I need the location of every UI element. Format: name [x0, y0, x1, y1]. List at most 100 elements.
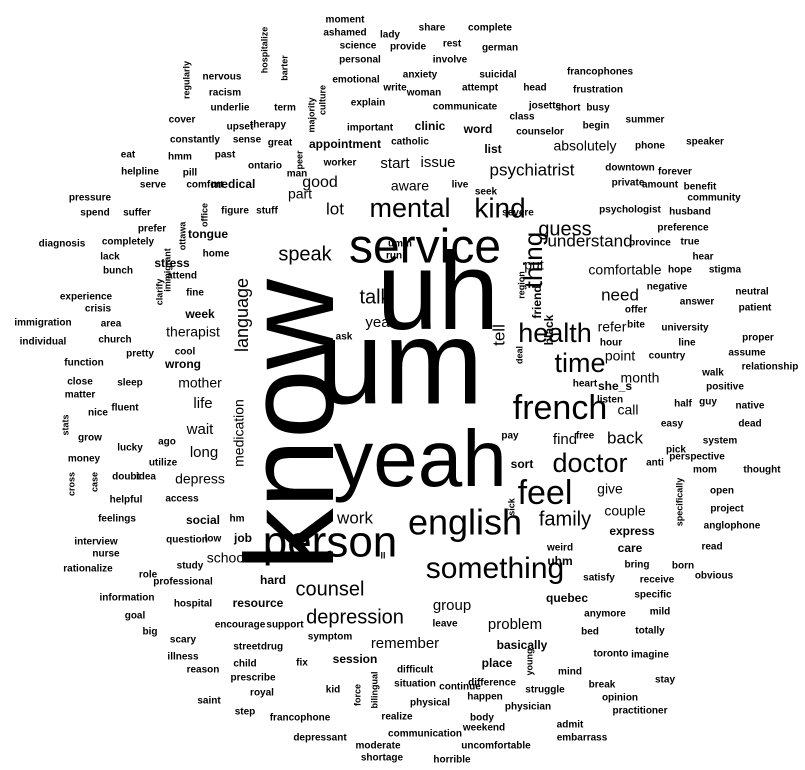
word: perspective: [669, 452, 725, 463]
word: anglophone: [704, 521, 761, 532]
word: suffer: [123, 208, 151, 219]
word: comfortable: [588, 262, 661, 278]
word: english: [408, 502, 522, 543]
word: royal: [250, 688, 274, 699]
word: anxiety: [403, 70, 438, 81]
word: professional: [153, 577, 213, 588]
word: head: [523, 83, 546, 94]
word: umm: [388, 239, 412, 250]
word: summer: [626, 115, 665, 126]
word: therapy: [250, 120, 287, 131]
word: know: [221, 278, 360, 571]
word: busy: [586, 103, 610, 114]
word: sort: [511, 457, 534, 471]
word: situation: [394, 679, 436, 690]
word: back: [607, 428, 643, 447]
word: heart: [573, 379, 598, 390]
word: frustration: [573, 85, 623, 96]
word: totally: [635, 626, 665, 637]
word: lucky: [117, 443, 143, 454]
word: illness: [167, 652, 199, 663]
word: remember: [371, 635, 439, 652]
word: practitioner: [612, 706, 667, 717]
word: thought: [743, 465, 781, 476]
word: stay: [655, 675, 675, 686]
word: spend: [80, 208, 109, 219]
word: bunch: [103, 266, 133, 277]
word: mild: [650, 607, 671, 618]
word: obvious: [695, 571, 734, 582]
word: helpline: [121, 167, 159, 178]
word: stats: [60, 414, 70, 435]
word: doctor: [552, 448, 627, 478]
word: depression: [306, 606, 404, 628]
word: husband: [669, 207, 711, 218]
word: hm: [230, 514, 245, 525]
word: class: [509, 112, 534, 123]
word: nervous: [203, 72, 242, 83]
word: ll: [380, 550, 385, 560]
word: moment: [326, 15, 366, 26]
word: health: [518, 318, 592, 348]
word: quebec: [546, 591, 588, 605]
word: share: [419, 23, 446, 34]
word: uhm: [547, 554, 572, 568]
word: break: [589, 680, 616, 691]
word: stuff: [256, 206, 278, 217]
word: anti: [646, 458, 664, 469]
word: she_s: [598, 379, 632, 393]
word: barter: [279, 55, 289, 81]
word: word: [463, 122, 493, 136]
word: realize: [381, 712, 413, 723]
word: psychologist: [599, 205, 661, 216]
word: sleep: [117, 378, 143, 389]
word: french: [513, 389, 608, 427]
word: pressure: [69, 193, 112, 204]
word: upset: [227, 122, 254, 133]
word: communicate: [433, 102, 498, 113]
word: relationship: [742, 362, 799, 373]
word: doubt: [112, 472, 140, 483]
word: negative: [647, 282, 688, 293]
word: month: [621, 370, 660, 386]
word: appointment: [309, 137, 381, 151]
word: guy: [699, 397, 717, 408]
word: grow: [78, 433, 102, 444]
word: proper: [742, 333, 774, 344]
word: bilingual: [369, 672, 379, 709]
word: pretty: [126, 349, 154, 360]
word: sense: [233, 135, 262, 146]
word: person: [263, 518, 398, 567]
word: utilize: [149, 458, 178, 469]
word: majority: [306, 97, 316, 132]
word: pill: [183, 168, 198, 179]
word: attempt: [462, 83, 499, 94]
word: free: [576, 431, 595, 442]
word: body: [470, 713, 494, 724]
word: happen: [467, 692, 503, 703]
word: immigration: [14, 318, 71, 329]
word: write: [382, 83, 407, 94]
word: comfort: [186, 180, 224, 191]
word: understand: [547, 231, 632, 250]
word: weekend: [462, 723, 505, 734]
word: anymore: [584, 609, 626, 620]
word: francophone: [270, 713, 331, 724]
word: satisfy: [583, 573, 615, 584]
word: hard: [260, 573, 286, 587]
word: matter: [65, 390, 96, 401]
word: continue: [439, 682, 481, 693]
word: bring: [625, 560, 650, 571]
word: prescribe: [230, 673, 275, 684]
word: hope: [668, 265, 692, 276]
word: catholic: [391, 137, 429, 148]
word: idea: [136, 472, 156, 483]
word: suicidal: [479, 70, 516, 81]
word: toronto: [594, 649, 629, 660]
word: josette: [528, 101, 562, 112]
word: underlie: [211, 103, 250, 114]
word: case: [89, 472, 99, 492]
word: eat: [121, 150, 136, 161]
word: scary: [170, 635, 197, 646]
